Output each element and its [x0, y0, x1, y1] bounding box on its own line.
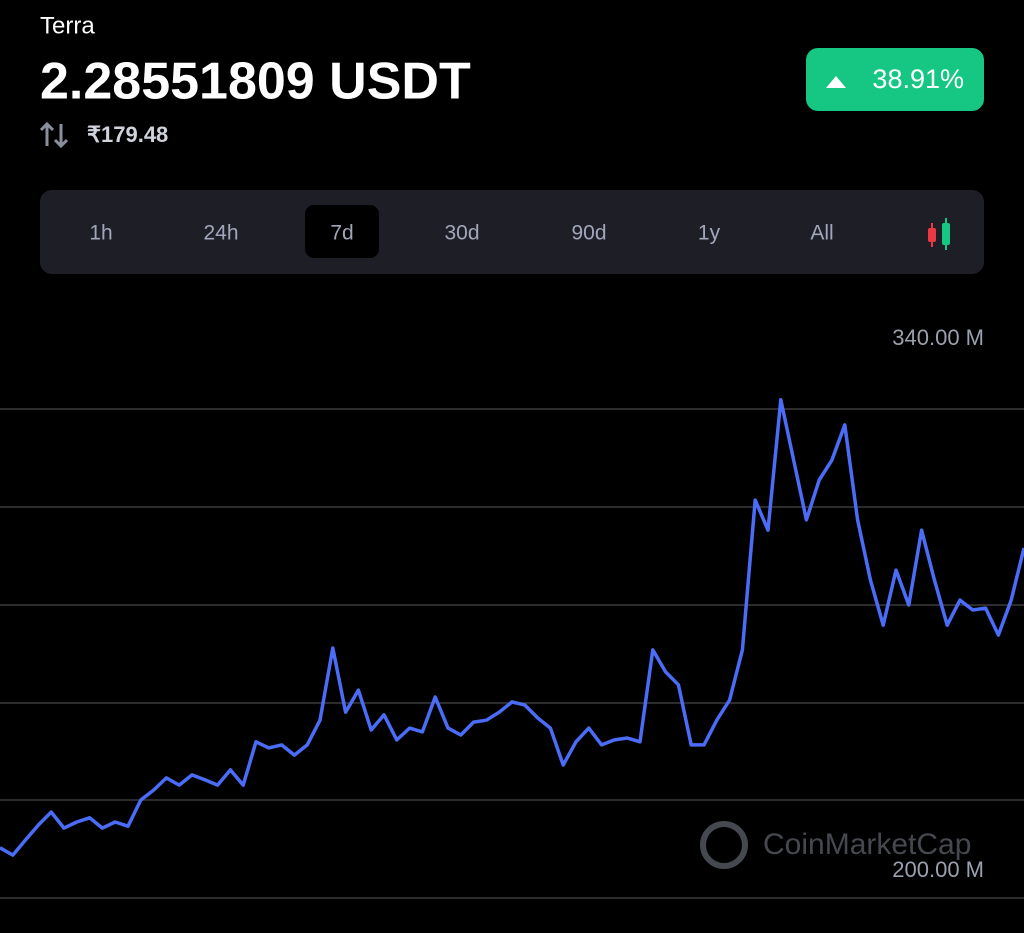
- change-badge: [806, 48, 984, 111]
- tab[interactable]: 7d: [330, 222, 353, 245]
- swap-icon: [39, 121, 69, 149]
- candle-icon[interactable]: [928, 218, 950, 250]
- watermark: CoinMarketCap: [700, 821, 971, 869]
- tab[interactable]: 1h: [89, 222, 112, 245]
- change-percent: 38.91%: [872, 64, 964, 94]
- tab[interactable]: 1y: [698, 222, 721, 245]
- tab[interactable]: All: [810, 222, 833, 245]
- tab[interactable]: 30d: [444, 222, 479, 245]
- tab-selected: [305, 205, 379, 258]
- coin-name: Terra: [40, 12, 95, 39]
- price: 2.28551809 USDT: [40, 53, 471, 111]
- fiat-price: ₹179.48: [87, 122, 168, 147]
- tab[interactable]: 90d: [571, 222, 606, 245]
- tab-bar: [40, 190, 984, 274]
- price-line: [0, 398, 1024, 857]
- y-tick-label: 200.00 M: [892, 857, 984, 882]
- grid: [0, 408, 1024, 899]
- watermark-text: CoinMarketCap: [763, 828, 971, 861]
- tab[interactable]: 24h: [203, 222, 238, 245]
- y-tick-label: 340.00 M: [892, 325, 984, 350]
- up-arrow: [826, 76, 846, 88]
